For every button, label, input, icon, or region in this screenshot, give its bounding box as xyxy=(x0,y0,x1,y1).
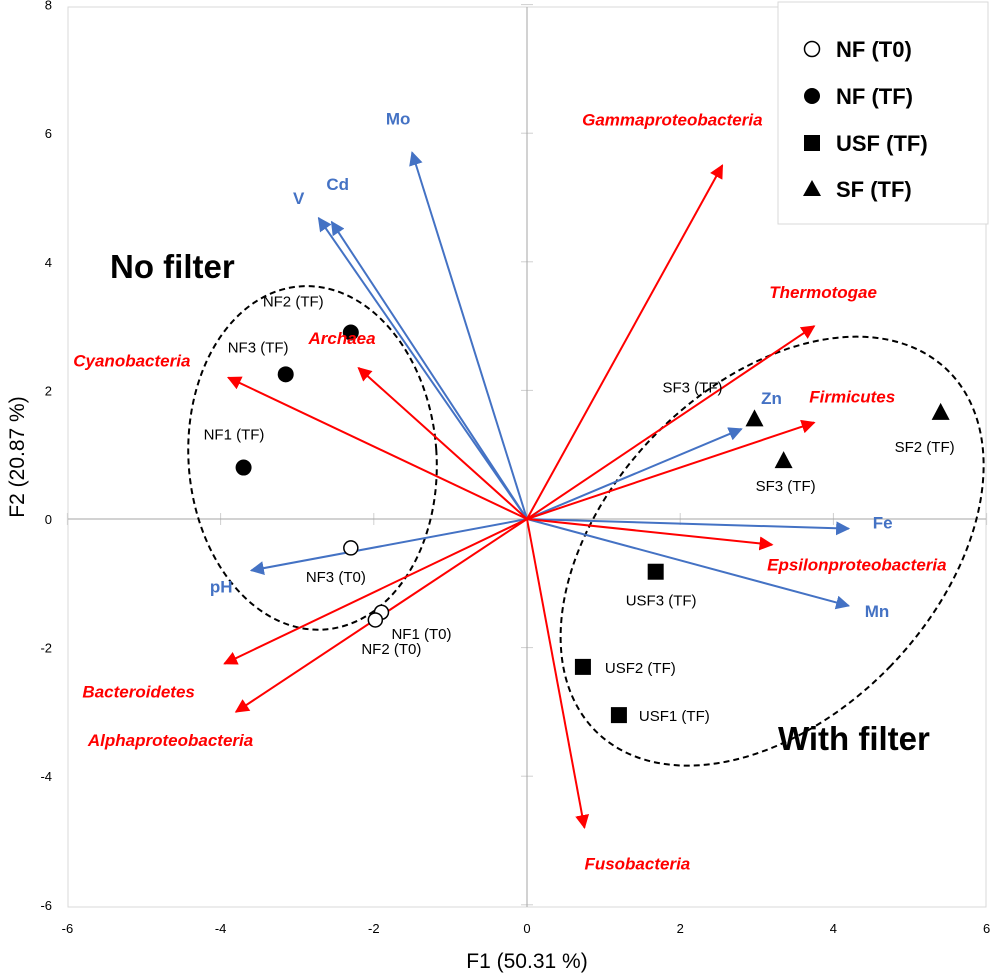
x-tick-label: -6 xyxy=(62,921,74,936)
vector-label-thermotogae: Thermotogae xyxy=(769,283,877,302)
vector-label-zn: Zn xyxy=(761,389,782,408)
y-tick-label: -2 xyxy=(40,641,52,656)
point-sf3-tf xyxy=(745,409,764,427)
no-filter-annotation: No filter xyxy=(110,248,235,285)
vector-label-ph: pH xyxy=(210,577,233,596)
vector-archaea xyxy=(357,366,528,520)
vector-label-firmicutes: Firmicutes xyxy=(809,388,895,407)
vector-mn xyxy=(526,518,851,610)
point-label-sf2-tf: SF2 (TF) xyxy=(895,439,955,456)
vector-label-mo: Mo xyxy=(386,109,411,128)
legend-label-nf-tf: NF (TF) xyxy=(836,84,913,109)
vector-label-mn: Mn xyxy=(865,602,890,621)
x-tick-label: 6 xyxy=(983,921,990,936)
vector-label-archaea: Archaea xyxy=(307,329,375,348)
y-tick-label: 0 xyxy=(45,512,52,527)
vector-label-fe: Fe xyxy=(873,514,893,533)
y-tick-label: -6 xyxy=(40,898,52,913)
point-nf2-tf xyxy=(342,324,359,341)
vector-ph xyxy=(249,518,528,576)
x-tick-label: -4 xyxy=(215,921,227,936)
vector-mo xyxy=(409,151,528,520)
no-filter-ellipse xyxy=(187,285,438,631)
legend-label-nf-t0: NF (T0) xyxy=(836,37,912,62)
y-axis-title: F2 (20.87 %) xyxy=(6,396,29,517)
vector-labels: Mo Cd VpH Zn Fe Mn Gammaproteobacteria Thermoto… xyxy=(73,109,946,873)
point-usf3-tf xyxy=(647,563,664,580)
point-label-usf3-tf: USF3 (TF) xyxy=(626,593,697,610)
legend-label-usf-tf: USF (TF) xyxy=(836,131,928,156)
y-tick-label: -4 xyxy=(40,769,52,784)
point-nf3-t0 xyxy=(343,540,359,556)
vector-label-alphaproteobacteria: Alphaproteobacteria xyxy=(87,731,253,750)
x-tick-label: 4 xyxy=(830,921,837,936)
vector-label-fusobacteria: Fusobacteria xyxy=(584,855,690,874)
point-sf2-tf xyxy=(931,402,950,420)
y-tick-label: 2 xyxy=(45,383,52,398)
vector-label-v: V xyxy=(293,189,305,208)
point-label-nf1-t0: NF1 (T0) xyxy=(391,626,451,643)
vector-firmicutes xyxy=(526,419,816,520)
vector-cyanobacteria xyxy=(226,376,528,520)
vector-label-bacteroidetes: Bacteroidetes xyxy=(82,683,194,702)
observation-points: NF1 (TF) NF2 (TF) NF3 (TF) NF3 (T0) NF1 (T0)… xyxy=(204,294,955,726)
point-label-nf3-tf: NF3 (TF) xyxy=(228,339,289,356)
x-axis-title: F1 (50.31 %) xyxy=(466,950,587,973)
point-label-nf2-t0: NF2 (T0) xyxy=(361,641,421,658)
legend-marker-open-circle xyxy=(803,40,821,58)
vector-zn xyxy=(526,427,743,520)
vector-fusobacteria xyxy=(526,518,590,830)
point-sf3-tf xyxy=(774,451,793,469)
vector-label-cyanobacteria: Cyanobacteria xyxy=(73,352,190,371)
vector-gammaproteobacteria xyxy=(526,164,724,520)
vector-epsilonproteobacteria xyxy=(526,518,774,551)
point-nf3-tf xyxy=(277,366,294,383)
y-tick-label: 6 xyxy=(45,126,52,141)
vector-label-cd: Cd xyxy=(326,175,349,194)
point-label-sf3-tf: SF3 (TF) xyxy=(663,379,723,396)
vector-cd xyxy=(330,220,528,520)
point-nf2-t0 xyxy=(367,612,384,628)
point-nf1-tf xyxy=(235,459,252,476)
with-filter-annotation: With filter xyxy=(778,720,930,757)
group-ellipses xyxy=(187,285,985,767)
point-label-usf1-tf: USF1 (TF) xyxy=(639,708,710,725)
point-label-sf3-tf: SF3 (TF) xyxy=(756,478,816,495)
x-tick-label: 0 xyxy=(523,921,530,936)
legend-marker-circle xyxy=(804,88,820,104)
with-filter-ellipse xyxy=(559,335,985,767)
x-tick-label: 2 xyxy=(677,921,684,936)
vector-label-epsilonproteobacteria: Epsilonproteobacteria xyxy=(767,556,946,575)
y-tick-label: 4 xyxy=(45,255,52,270)
vector-thermotogae xyxy=(526,325,816,520)
point-label-usf2-tf: USF2 (TF) xyxy=(605,660,676,677)
legend-marker-triangle xyxy=(803,180,821,196)
point-label-nf3-t0: NF3 (T0) xyxy=(306,569,366,586)
legend: NF (T0) NF (TF) USF (TF) SF (TF) xyxy=(777,1,989,225)
vector-bacteroidetes xyxy=(223,518,528,665)
legend-marker-square xyxy=(804,135,820,151)
point-label-nf2-tf: NF2 (TF) xyxy=(263,294,324,311)
vector-v xyxy=(317,216,528,520)
y-tick-label: 8 xyxy=(45,0,52,13)
point-label-nf1-tf: NF1 (TF) xyxy=(204,427,265,444)
point-usf2-tf xyxy=(574,658,591,675)
vector-label-gammaproteobacteria: Gammaproteobacteria xyxy=(582,110,762,129)
loading-vectors xyxy=(223,151,851,830)
legend-label-sf-tf: SF (TF) xyxy=(836,177,912,202)
x-tick-label: -2 xyxy=(368,921,380,936)
point-usf1-tf xyxy=(610,707,627,724)
vector-fe xyxy=(526,518,851,536)
